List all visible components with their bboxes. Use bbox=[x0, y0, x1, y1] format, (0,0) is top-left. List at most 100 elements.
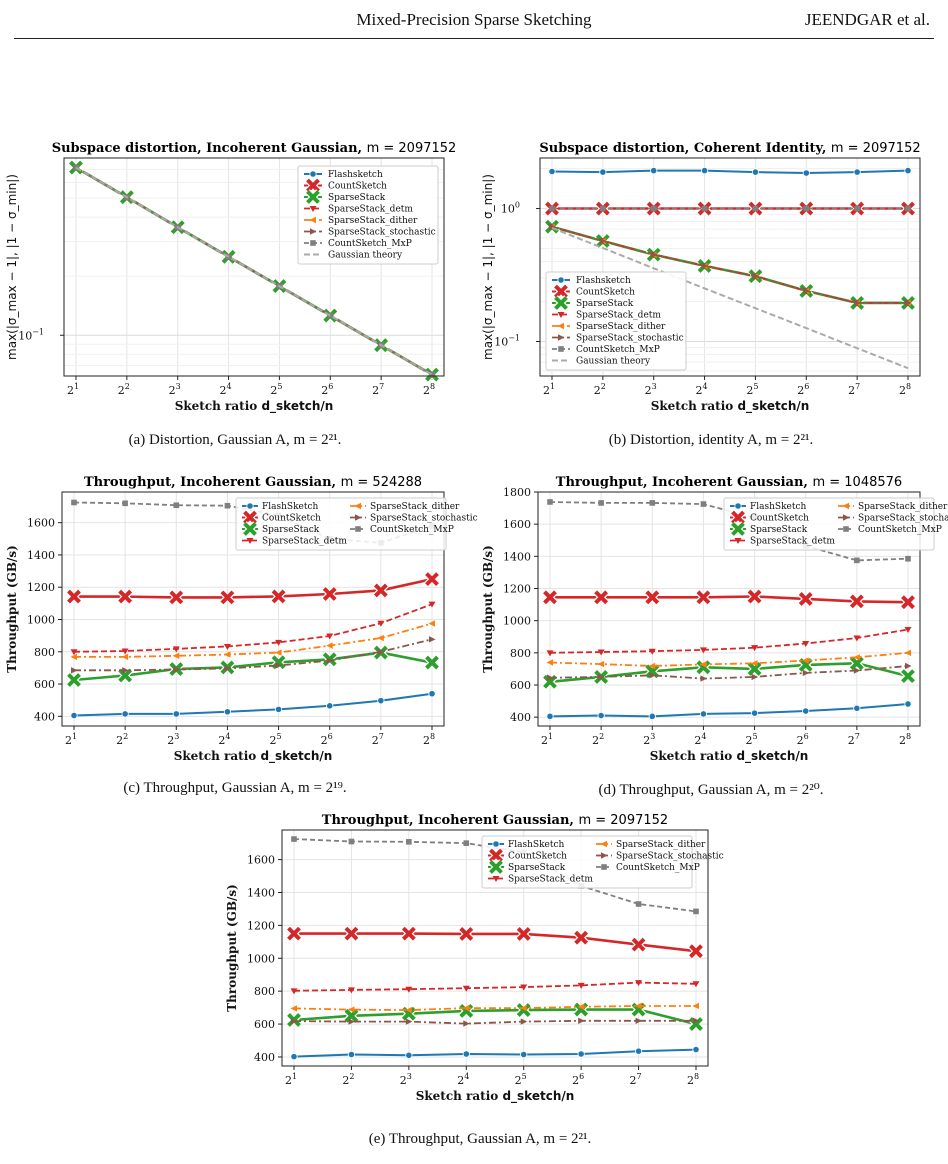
legend-entry-sparsestack-dither: SparseStack_dither bbox=[350, 502, 460, 512]
data-point-sparsestack-dither bbox=[377, 634, 384, 642]
data-point-sparsestack-detm bbox=[597, 649, 605, 656]
x-tick-label: 28 bbox=[423, 382, 435, 397]
figure-a-distortion-gaussian: 10−1 21 22 23 24 25 26 27 28 Subspace distortion,… bbox=[5, 141, 457, 414]
y-axis-label-e: Throughput (GB/s) bbox=[225, 884, 239, 1012]
y-tick-label: 1000 bbox=[27, 613, 55, 626]
data-point-countsketch-mxp bbox=[803, 205, 810, 212]
x-tick-label: 25 bbox=[746, 382, 758, 397]
data-point-countsketch bbox=[644, 589, 661, 606]
y-tick-label: 400 bbox=[34, 710, 55, 723]
legend-marker bbox=[842, 502, 849, 510]
data-point-sparsestack-detm bbox=[904, 627, 912, 634]
legend-label: SparseStack_stochastic bbox=[370, 514, 478, 524]
data-point-sparsestack-stochastic bbox=[224, 665, 231, 672]
x-tick-label: 28 bbox=[899, 732, 911, 747]
data-point-sparsestack-stochastic bbox=[803, 287, 810, 295]
data-point-flashsketch bbox=[577, 1050, 585, 1058]
data-point-sparsestack-stochastic bbox=[547, 674, 554, 681]
legend-box bbox=[723, 497, 935, 551]
data-point-sparsestack-stochastic bbox=[599, 237, 607, 245]
legend-label: CountSketch_MxP bbox=[576, 345, 660, 355]
data-point-sparsestack-stochastic bbox=[854, 299, 861, 307]
legend-entry-countsketch: CountSketch bbox=[730, 509, 809, 526]
header-rule bbox=[14, 38, 934, 39]
x-tick-label: 25 bbox=[270, 732, 282, 747]
data-point-sparsestack-detm bbox=[121, 648, 129, 655]
chart-title-a: Subspace distortion, Incoherent Gaussian… bbox=[52, 141, 457, 156]
legend-marker bbox=[730, 509, 746, 526]
data-point-sparsestack bbox=[900, 668, 916, 684]
series-sparsestack-detm bbox=[70, 601, 436, 656]
legend-marker bbox=[734, 538, 742, 544]
data-point-flashsketch bbox=[634, 1047, 643, 1055]
data-point-flashsketch bbox=[597, 711, 605, 720]
data-point-countsketch bbox=[458, 926, 475, 942]
x-tick-label: 22 bbox=[118, 382, 130, 397]
series-line-countsketch bbox=[294, 932, 697, 953]
series-e bbox=[286, 836, 704, 1061]
data-point-sparsestack-detm bbox=[70, 649, 78, 656]
data-point-flashsketch bbox=[405, 1051, 413, 1059]
x-tick-label: 25 bbox=[515, 1072, 527, 1087]
data-point-flashsketch bbox=[692, 1045, 700, 1054]
x-tick-label: 23 bbox=[167, 732, 179, 747]
series-line-flashsketch bbox=[551, 169, 909, 175]
series-b bbox=[544, 166, 916, 370]
legend-label: CountSketch bbox=[262, 514, 321, 524]
data-point-sparsestack-stochastic bbox=[693, 1017, 700, 1024]
data-point-flashsketch bbox=[326, 702, 334, 710]
x-tick-label: 26 bbox=[321, 732, 333, 747]
data-point-flashsketch bbox=[121, 710, 129, 718]
series-c bbox=[66, 499, 440, 720]
y-tick-label: 600 bbox=[254, 1018, 275, 1031]
caption-c: (c) Throughput, Gaussian A, m = 2¹⁹. bbox=[123, 780, 347, 796]
data-point-flashsketch bbox=[377, 697, 385, 705]
data-point-sparsestack-detm bbox=[546, 650, 554, 657]
legend-marker bbox=[492, 840, 500, 848]
data-point-flashsketch bbox=[290, 1053, 298, 1061]
legend-marker bbox=[557, 322, 564, 330]
series-sparsestack bbox=[542, 655, 916, 690]
data-point-countsketch bbox=[168, 589, 185, 606]
caption-b: (b) Distortion, identity A, m = 2²¹. bbox=[608, 432, 814, 448]
legend-entry-sparsestack: SparseStack bbox=[730, 521, 808, 537]
legend-marker bbox=[557, 276, 565, 284]
data-point-sparsestack-stochastic bbox=[578, 1017, 585, 1024]
x-axis-label-e: Sketch ratio d_sketch/n bbox=[416, 1089, 575, 1104]
data-point-sparsestack-detm bbox=[802, 640, 810, 647]
legend-marker bbox=[242, 509, 258, 526]
x-tick-label: 23 bbox=[645, 382, 657, 397]
series-countsketch bbox=[66, 571, 440, 606]
y-tick-label: 1400 bbox=[503, 550, 531, 563]
data-point-countsketch bbox=[219, 589, 236, 606]
legend-marker bbox=[246, 502, 254, 510]
x-tick-label: 23 bbox=[643, 732, 655, 747]
legend-label: CountSketch bbox=[576, 288, 635, 298]
legend-entry-sparsestack-detm: SparseStack_detm bbox=[552, 311, 661, 321]
caption-d: (d) Throughput, Gaussian A, m = 2²⁰. bbox=[598, 782, 824, 798]
data-point-countsketch-mxp bbox=[635, 901, 642, 907]
data-point-flashsketch bbox=[700, 166, 709, 175]
data-point-sparsestack-dither bbox=[275, 649, 282, 656]
legend-label: SparseStack_detm bbox=[262, 537, 347, 547]
data-point-sparsestack-stochastic bbox=[173, 666, 180, 673]
legend-label: SparseStack_stochastic bbox=[616, 852, 724, 862]
data-point-countsketch bbox=[401, 925, 417, 942]
x-ticks-c: 21 22 23 24 25 26 27 28 bbox=[65, 726, 435, 747]
caption-e: (e) Throughput, Gaussian A, m = 2²¹. bbox=[368, 1131, 592, 1147]
x-tick-label: 21 bbox=[541, 732, 553, 747]
data-point-countsketch bbox=[117, 588, 133, 605]
data-point-sparsestack-dither bbox=[347, 1006, 355, 1013]
legend-box bbox=[297, 165, 439, 265]
y-tick-label: 1400 bbox=[27, 549, 55, 562]
data-point-flashsketch bbox=[853, 704, 861, 712]
legend-label: SparseStack_dither bbox=[616, 840, 706, 850]
data-point-sparsestack-stochastic bbox=[520, 1018, 528, 1025]
x-tick-label: 25 bbox=[270, 382, 282, 397]
data-point-sparsestack-detm bbox=[326, 633, 334, 640]
legend-label: SparseStack bbox=[750, 525, 808, 535]
legend-entry-flashsketch: FlashSketch bbox=[488, 840, 565, 850]
data-point-countsketch-mxp bbox=[547, 499, 553, 505]
